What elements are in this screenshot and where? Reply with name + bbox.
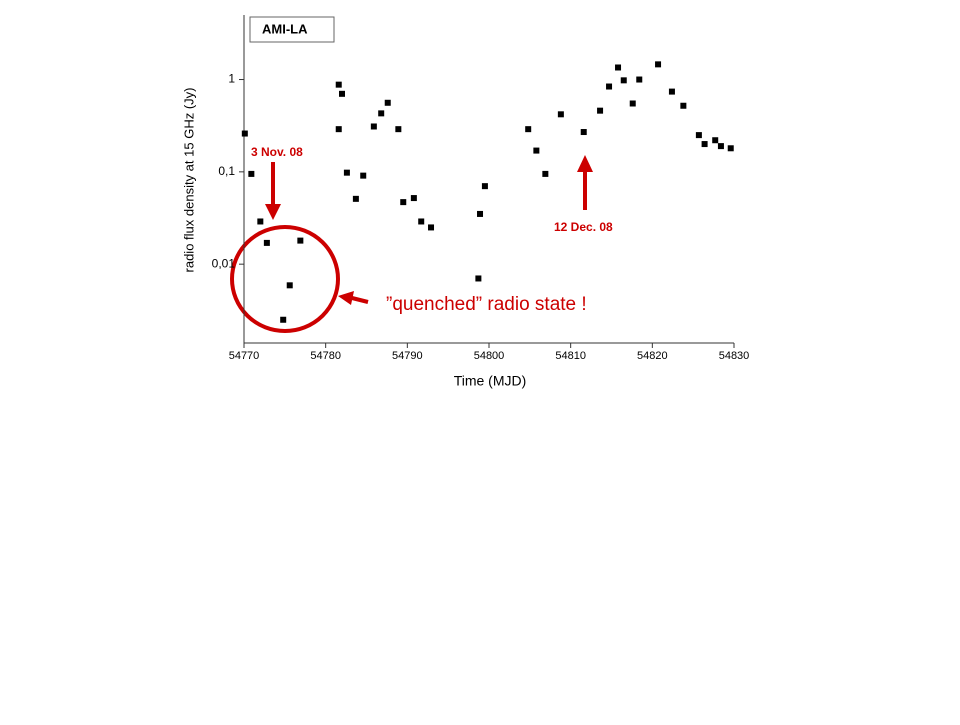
data-point [668, 88, 675, 95]
annotation: 3 Nov. 08 [251, 145, 303, 159]
x-tick-label: 54810 [555, 350, 586, 362]
data-point [695, 132, 702, 139]
data-point [606, 83, 613, 90]
data-point [481, 183, 488, 190]
arrow-head [577, 155, 593, 172]
y-tick-label: 0,1 [218, 164, 235, 178]
data-point [428, 224, 435, 231]
box-label: AMI-LA [262, 21, 308, 36]
x-tick-label: 54830 [719, 350, 750, 362]
data-point [248, 170, 255, 177]
data-point [286, 282, 293, 289]
x-tick-label: 54770 [229, 350, 260, 362]
data-point [410, 195, 417, 202]
data-point [533, 147, 540, 154]
circle-highlight [230, 225, 340, 333]
data-point [418, 218, 425, 225]
data-point [343, 169, 350, 176]
data-point [352, 195, 359, 202]
data-point [400, 199, 407, 206]
data-point [727, 145, 734, 152]
data-point [615, 64, 622, 71]
data-point [629, 100, 636, 107]
annotations: 3 Nov. 08 12 Dec. 08 ”quenched” radio st… [230, 145, 613, 333]
data-point [378, 110, 385, 117]
arrow-head [265, 204, 281, 220]
data-point [701, 141, 708, 148]
x-tick-label: 54800 [474, 350, 505, 362]
data-point [712, 137, 719, 144]
y-tick-label: 0,01 [212, 256, 236, 270]
x-tick-label: 54820 [637, 350, 668, 362]
data-point [477, 210, 484, 217]
data-point [680, 102, 687, 109]
data-point [339, 90, 345, 97]
data-point [280, 316, 287, 323]
data-point [370, 123, 377, 130]
annotation: ”quenched” radio state ! [386, 294, 587, 315]
annotation: 12 Dec. 08 [554, 220, 613, 234]
data-point [542, 170, 549, 177]
data-point [384, 99, 391, 106]
data-point [335, 81, 342, 88]
data-point [620, 77, 627, 84]
x-axis-label: Time (MJD) [454, 373, 527, 389]
data-point [241, 130, 248, 137]
data-point [597, 107, 604, 114]
data-point [335, 126, 342, 133]
data-point [257, 218, 264, 225]
data-point [557, 111, 564, 118]
data-point [655, 61, 662, 68]
data-point [475, 275, 482, 282]
data-point [263, 239, 270, 246]
box-frame [249, 16, 335, 43]
y-tick-label: 1 [228, 72, 235, 86]
data-point [360, 172, 367, 179]
data-point [525, 126, 532, 133]
x-tick-label: 54780 [310, 350, 341, 362]
data-point [717, 143, 724, 150]
arrow-head [338, 291, 354, 305]
data-point [636, 76, 643, 83]
x-tick-label: 54790 [392, 350, 423, 362]
data-point [297, 237, 304, 244]
y-axis-label: radio flux density at 15 GHz (Jy) [181, 88, 196, 273]
arrow [351, 296, 369, 304]
data-point [580, 129, 587, 136]
data-point [395, 126, 402, 133]
